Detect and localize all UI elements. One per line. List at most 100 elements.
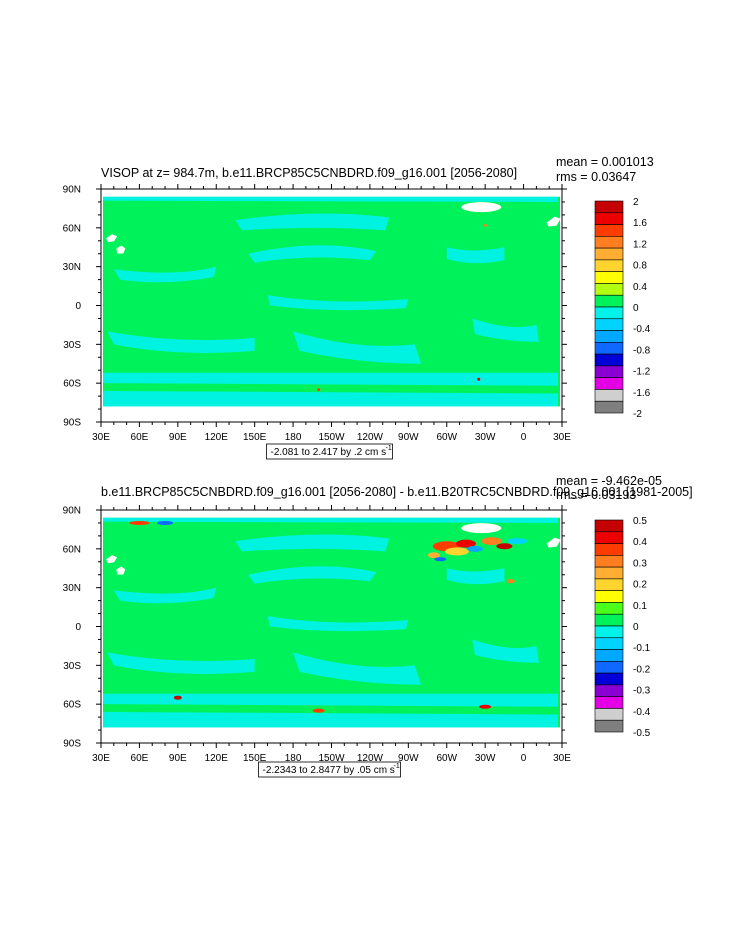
anomaly-mark	[157, 520, 174, 525]
colorbar-box	[594, 602, 624, 615]
colorbar-box	[594, 212, 624, 225]
negative-region	[293, 652, 422, 685]
x-tick-label: 90W	[398, 432, 419, 443]
anomaly-mark	[466, 545, 483, 552]
negative-region	[103, 390, 558, 407]
colorbar-label: -0.8	[633, 345, 651, 356]
colorbar-box	[594, 200, 624, 214]
y-tick-label: 60N	[63, 544, 81, 555]
x-tick-label: 30W	[475, 432, 496, 443]
colorbar-box	[594, 519, 624, 533]
colorbar-box	[594, 271, 624, 284]
x-tick-label: 180	[285, 432, 302, 443]
mean-stat: mean = -9.462e-05	[556, 474, 662, 488]
anomaly-mark	[483, 223, 487, 227]
range-label: -2.081 to 2.417 by .2 cm s	[271, 447, 387, 458]
land-patch	[546, 537, 561, 548]
colorbar-box	[594, 531, 624, 544]
colorbar-label: 0.5	[633, 516, 647, 527]
antarctica-mask	[101, 727, 562, 743]
colorbar-label: -1.2	[633, 367, 651, 378]
colorbar-box	[594, 377, 624, 390]
x-tick-label: 120E	[205, 432, 229, 443]
range-box	[258, 761, 401, 778]
x-tick-label: 0	[521, 432, 527, 443]
colorbar-box	[594, 637, 624, 650]
map-group: 30E 60E 90E 120E 150E 180 150W 120W 90W 60W 30W 0 30…	[63, 184, 571, 443]
colorbar-box	[594, 719, 624, 733]
land-patch	[546, 216, 561, 227]
range-label: -2.2343 to 2.8477 by .05 cm s	[263, 765, 395, 776]
y-tick-label: 60N	[63, 223, 81, 234]
x-tick-label: 150E	[243, 432, 267, 443]
anomaly-mark	[496, 543, 513, 550]
colorbar-box	[594, 330, 624, 343]
anomaly-mark	[129, 520, 150, 525]
x-tick-label: 30E	[92, 753, 110, 764]
range-unit-exponent: -1	[386, 445, 392, 452]
colorbar-box	[594, 696, 624, 709]
negative-region	[103, 372, 558, 386]
colorbar-box	[594, 400, 624, 414]
colorbar-label: 0.3	[633, 558, 647, 569]
greenland-mask	[461, 523, 502, 534]
y-tick-label: 90S	[63, 418, 81, 429]
colorbar-label: 2	[633, 197, 639, 208]
x-tick-label: 60W	[436, 432, 457, 443]
x-tick-label: 30E	[92, 432, 110, 443]
x-tick-label: 180	[285, 753, 302, 764]
y-tick-label: 30S	[63, 340, 81, 351]
x-tick-label: 120W	[357, 432, 384, 443]
colorbar-box	[594, 283, 624, 296]
negative-region	[103, 196, 558, 202]
map-chart-2: b.e11.BRCP85C5CNBDRD.f09_g16.001 [2056-2…	[63, 474, 693, 778]
x-tick-label: 150W	[318, 432, 345, 443]
antarctica-mask	[101, 406, 562, 422]
rms-stat: rms = 0.03647	[556, 170, 636, 184]
negative-region	[472, 318, 539, 342]
y-tick-label: 60S	[63, 700, 81, 711]
anomaly-mark	[455, 539, 476, 548]
x-tick-label: 60E	[131, 432, 149, 443]
anomaly-mark	[427, 552, 440, 559]
mean-stat: mean = 0.001013	[556, 155, 654, 169]
anomaly-mark	[506, 579, 515, 584]
colorbar-label: 0.4	[633, 537, 647, 548]
colorbar-label: -0.1	[633, 643, 651, 654]
map-group: 30E 60E 90E 120E 150E 180 150W 120W 90W 60W 30W 0 30…	[63, 505, 571, 764]
y-tick-label: 0	[75, 301, 81, 312]
land-patch	[106, 555, 118, 564]
colorbar-label: 0	[633, 622, 639, 633]
colorbar-box	[594, 590, 624, 603]
colorbar-box	[594, 649, 624, 662]
negative-region	[235, 213, 390, 231]
x-tick-label: 150W	[318, 753, 345, 764]
colorbar-box	[594, 389, 624, 402]
greenland-mask	[461, 202, 502, 213]
negative-region	[446, 568, 505, 585]
colorbar-box	[594, 306, 624, 320]
y-tick-label: 30N	[63, 262, 81, 273]
negative-region	[107, 652, 255, 674]
anomaly-mark	[477, 377, 481, 381]
colorbar-box	[594, 684, 624, 697]
anomaly-mark	[312, 708, 325, 713]
x-tick-label: 120W	[357, 753, 384, 764]
negative-region	[103, 711, 558, 728]
colorbar-box	[594, 672, 624, 686]
x-tick-label: 150E	[243, 753, 267, 764]
negative-region	[235, 534, 390, 552]
negative-region	[103, 693, 558, 707]
map-chart-1: VISOP at z= 984.7m, b.e11.BRCP85C5CNBDRD…	[63, 155, 654, 460]
negative-region	[248, 566, 377, 584]
colorbar-box	[594, 294, 624, 308]
colorbar-box	[594, 566, 624, 580]
colorbar-box	[594, 353, 624, 367]
x-tick-label: 0	[521, 753, 527, 764]
colorbar-box	[594, 342, 624, 355]
x-tick-label: 120E	[205, 753, 229, 764]
anomaly-mark	[444, 547, 469, 556]
colorbar-label: -0.5	[633, 728, 651, 739]
negative-region	[113, 266, 217, 283]
anomaly-mark	[173, 695, 182, 700]
